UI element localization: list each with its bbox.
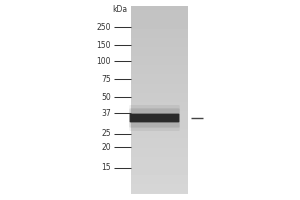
Text: kDa: kDa [112,4,128,14]
Text: 25: 25 [101,130,111,138]
Text: 20: 20 [101,142,111,152]
FancyBboxPatch shape [130,114,179,122]
Text: 50: 50 [101,92,111,102]
FancyBboxPatch shape [129,105,180,131]
Text: 250: 250 [97,22,111,31]
Text: 15: 15 [101,164,111,172]
Text: 150: 150 [97,40,111,49]
Text: 37: 37 [101,108,111,117]
Text: 100: 100 [97,56,111,66]
Text: 75: 75 [101,74,111,84]
FancyBboxPatch shape [129,108,180,128]
